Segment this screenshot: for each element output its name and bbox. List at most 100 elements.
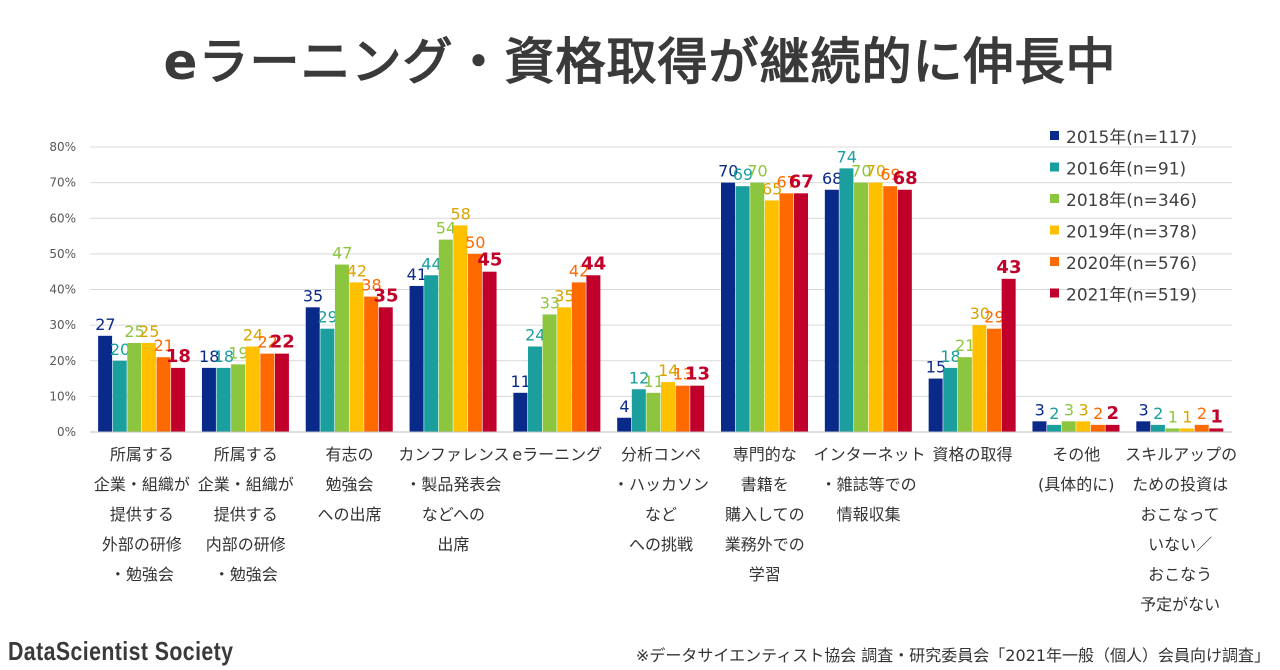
bar (928, 378, 943, 432)
bar (542, 314, 557, 432)
bar (305, 307, 320, 432)
bar (586, 275, 601, 432)
legend-swatch (1050, 225, 1059, 235)
data-label: 27 (95, 315, 115, 334)
bar (274, 353, 289, 432)
data-label: 1 (1210, 406, 1223, 427)
category-label-line: など (644, 505, 677, 524)
data-label: 1 (1182, 407, 1192, 426)
y-tick-label: 70% (49, 176, 76, 190)
bar (245, 346, 260, 432)
bar (1032, 421, 1047, 432)
data-label: 68 (822, 169, 842, 188)
data-label: 2 (1197, 404, 1207, 423)
legend-entry: 2019年(n=378) (1066, 223, 1197, 243)
data-label: 68 (893, 168, 918, 189)
bar (957, 357, 972, 432)
category-label-line: 出席 (437, 535, 470, 554)
bar (1194, 424, 1209, 432)
category-label: インターネット ・雑誌等での 情報収集 (814, 440, 926, 530)
data-label: 22 (270, 332, 295, 353)
source-footnote: ※データサイエンティスト協会 調査・研究委員会「2021年一般（個人）会員向け調… (635, 646, 1270, 665)
bar (364, 296, 379, 432)
bar (690, 385, 705, 432)
bar (141, 342, 156, 432)
category-label-line: 所属する (109, 445, 174, 464)
category-label-line: 有志の (325, 445, 374, 464)
bar (824, 189, 839, 432)
category-label-line: 所属する (213, 445, 278, 464)
bar (646, 392, 661, 432)
bar (1165, 428, 1180, 432)
chart-title: eラーニング・資格取得が継続的に伸長中 (163, 33, 1117, 91)
category-label-line: おこなう (1148, 565, 1213, 584)
legend-entry: 2016年(n=91) (1066, 160, 1186, 180)
category-label-line: への挑戦 (628, 535, 693, 554)
data-label: 18 (166, 346, 191, 367)
bar (1136, 421, 1151, 432)
data-label: 2 (1107, 403, 1120, 424)
data-label: 58 (450, 204, 470, 223)
bar (1105, 424, 1120, 432)
data-label: 70 (718, 162, 738, 181)
category-label-line: 企業・組織が (197, 475, 294, 494)
category-label: 所属する 企業・組織が 提供する 外部の研修 ・勉強会 (87, 440, 197, 590)
category-label-line: (具体的に) (1038, 475, 1115, 494)
data-label: 2 (1153, 404, 1163, 423)
bar (453, 225, 468, 432)
bar (631, 389, 646, 432)
bar (987, 328, 1002, 432)
data-label: 43 (996, 257, 1021, 278)
data-label: 70 (851, 162, 871, 181)
data-label: 47 (332, 244, 352, 263)
data-label: 13 (673, 365, 693, 384)
data-label: 42 (569, 261, 589, 280)
bar (112, 360, 127, 432)
data-label: 38 (361, 276, 381, 295)
bar (839, 168, 854, 432)
data-label: 29 (984, 308, 1004, 327)
data-label: 70 (747, 162, 767, 181)
bar (127, 342, 142, 432)
bar (750, 182, 765, 432)
data-label: 3 (1078, 400, 1088, 419)
data-label: 11 (644, 372, 664, 391)
legend-swatch (1050, 194, 1059, 203)
category-label-line: 勉強会 (325, 475, 374, 494)
data-label: 44 (421, 254, 441, 273)
category-label-line: その他 (1052, 445, 1101, 464)
data-label: 15 (926, 358, 946, 377)
bar (883, 186, 898, 432)
category-label: eラーニング (502, 440, 612, 470)
category-label-line: 内部の研修 (205, 535, 286, 554)
bar (794, 193, 809, 432)
category-label-line: ・ハッカソン (612, 475, 709, 494)
bar (675, 385, 690, 432)
data-label: 1 (1168, 407, 1178, 426)
bar (424, 275, 439, 432)
category-label-line: eラーニング (512, 445, 603, 464)
category-label-line: 専門的な (732, 445, 797, 464)
category-label-line: 提供する (213, 505, 278, 524)
data-label: 3 (1138, 400, 1148, 419)
bar (972, 325, 987, 432)
bar (201, 367, 216, 432)
datascientist-society-logo: DataScientist Society (8, 636, 234, 666)
category-label: 専門的な 書籍を 購入しての 業務外での 学習 (710, 440, 820, 590)
bar (171, 367, 186, 432)
y-tick-label: 60% (49, 211, 76, 225)
bar (1001, 278, 1016, 432)
bar (1209, 428, 1224, 432)
data-label: 24 (525, 326, 545, 345)
data-label: 69 (880, 165, 900, 184)
bar (156, 357, 171, 432)
category-label: 資格の取得 (917, 440, 1027, 470)
data-label: 18 (199, 347, 219, 366)
category-label: スキルアップの ための投資は おこなって いない／ おこなう 予定がない (1125, 440, 1237, 620)
data-label: 19 (228, 343, 248, 362)
category-label-line: 購入しての (725, 505, 805, 524)
data-label: 69 (733, 165, 753, 184)
bar (378, 307, 393, 432)
data-label: 2 (1049, 404, 1059, 423)
